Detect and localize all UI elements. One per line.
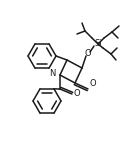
Text: O: O — [89, 79, 96, 88]
Text: O: O — [73, 90, 80, 98]
Text: Si: Si — [94, 40, 102, 48]
Text: N: N — [50, 69, 56, 79]
Text: O: O — [85, 50, 91, 58]
